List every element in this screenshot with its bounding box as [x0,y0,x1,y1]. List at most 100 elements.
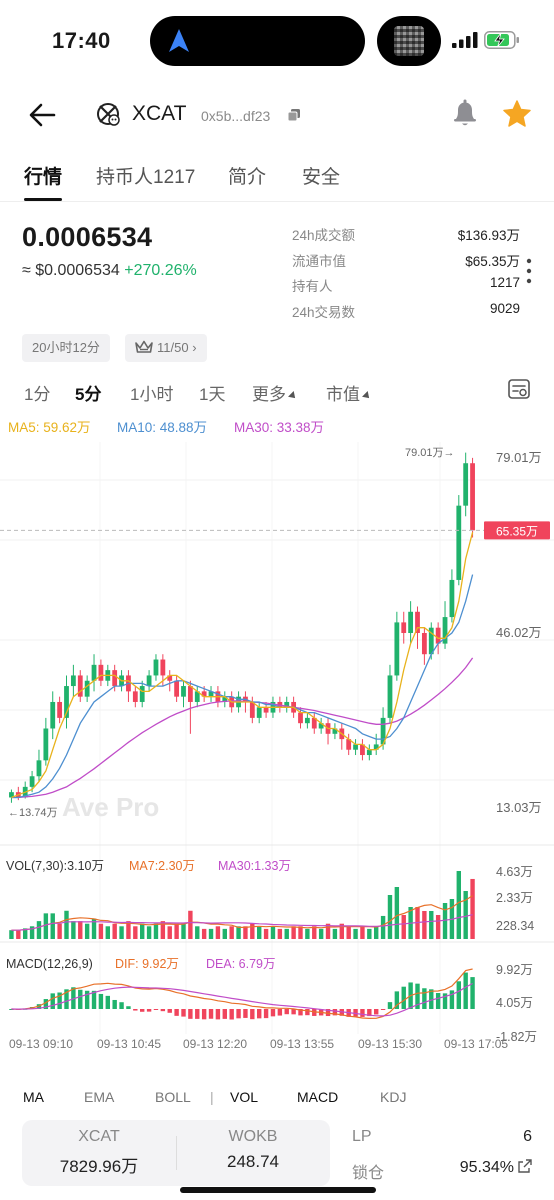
indicator-boll[interactable]: BOLL [155,1089,191,1105]
indicator-vol[interactable]: VOL [230,1089,259,1105]
macd-histogram-bar [367,1009,372,1017]
pair-token-b-name: WOKB [228,1128,278,1145]
volume-bar [16,930,21,939]
candle-body [435,627,441,644]
price-axis-label: 79.01万 [496,450,542,465]
macd-histogram-bar [146,1009,152,1012]
candlestick-chart[interactable]: Ave Pro 65.35万 79.01万 46.02万 13.03万 79.01万→ ←1… [0,424,554,1054]
crown-icon [135,340,153,353]
macd-dif-line [11,968,473,1020]
stat-label: 持有人 [292,279,333,294]
macd-histogram-bar [43,999,49,1009]
macd-histogram-bar [243,1009,248,1018]
price-main: 0.0006534 [22,222,153,252]
back-arrow-icon[interactable] [28,102,56,128]
candle-body [91,664,97,681]
candle-body [139,686,145,702]
lock-row[interactable]: 锁仓 95.34% [352,1159,532,1190]
ma10-line [11,574,474,799]
current-value-label: 65.35万 [496,524,538,538]
candle-body [36,760,42,777]
copy-icon[interactable] [287,108,301,122]
candle-body [9,792,14,798]
external-link-icon[interactable] [518,1159,532,1173]
volume-bar [263,928,269,939]
candle-body [194,691,200,702]
time-axis-label: 09-13 17:05 [444,1037,508,1051]
lock-value: 95.34% [459,1159,514,1176]
macd-histogram-bar [78,989,83,1009]
ma30-label: MA30: 33.38万 [234,420,325,435]
indicator-ma[interactable]: MA [23,1089,44,1105]
candle-body [346,739,352,750]
volume-bar [43,913,49,939]
volume-bar [435,915,441,939]
timeframe-more[interactable]: 更多 [252,380,298,405]
volume-axis-label: 4.63万 [496,865,533,879]
timeframe-1h[interactable]: 1小时 [130,385,174,404]
macd-histogram-bar [325,1009,331,1017]
vol-ma7-line [11,895,473,931]
home-indicator [180,1187,376,1193]
indicator-ema[interactable]: EMA [84,1089,115,1105]
volume-axis-label: 228.34 [496,919,534,933]
rank-value: 11/50 [157,340,189,355]
macd-histogram-bar [188,1009,193,1019]
candle-body [449,579,455,618]
bell-alert-icon[interactable] [451,98,479,128]
price-axis-label: 46.02万 [496,625,542,640]
macd-histogram-bar [84,990,90,1009]
rank-pill[interactable]: 11/50 › [125,334,207,362]
tab-holders[interactable]: 持币人1217 [96,167,196,188]
indicator-macd[interactable]: MACD [297,1089,339,1105]
volume-bar [257,926,262,939]
more-vertical-icon[interactable] [526,257,532,285]
macd-histogram-bar [435,993,441,1009]
candle-body [222,696,228,702]
timeframe-1m[interactable]: 1分 [24,385,51,404]
macd-histogram-bar [456,981,461,1009]
volume-bar [36,921,42,939]
macd-legend: MACD(12,26,9) [6,957,93,971]
volume-bar [160,921,166,939]
indicator-kdj[interactable]: KDJ [380,1089,407,1105]
volume-bar [312,926,317,939]
volume-bar [153,923,159,939]
timeframe-5m[interactable]: 5分 [75,385,102,404]
timeframe-1d[interactable]: 1天 [199,385,226,404]
macd-histogram-bar [401,986,406,1009]
macd-histogram-bar [291,1009,296,1015]
candle-body [160,659,166,676]
signal-icon [452,32,478,48]
macd-axis-label: 4.05万 [496,996,533,1010]
time-axis-label: 09-13 12:20 [183,1037,247,1051]
candle-body [284,701,290,708]
macd-dea-label: DEA: 6.79万 [206,957,275,971]
volume-bar [250,923,255,939]
favorite-star-icon[interactable] [502,99,532,129]
tab-market[interactable]: 行情 [24,167,63,188]
ma10-label: MA10: 48.88万 [117,420,208,435]
pair-token-b: WOKB 248.74 [178,1128,328,1172]
chart-mode-marketcap[interactable]: 市值 [326,380,372,405]
volume-bar [208,928,214,939]
price-usd: ≈ $0.0006534 +270.26% [22,262,197,280]
volume-bar [394,887,400,939]
chart-settings-icon[interactable] [508,378,530,400]
candle-body [132,691,138,702]
macd-dif-label: DIF: 9.92万 [115,957,179,971]
volume-bar [243,926,248,939]
token-address[interactable]: 0x5b...df23 [201,108,271,124]
volume-bar [374,926,379,939]
macd-histogram-bar [387,1002,393,1009]
timeframe-selector: 1分 5分 1小时 1天 更多 市值 [0,378,554,404]
tab-security[interactable]: 安全 [302,167,341,188]
vol-ma7-label: MA7:2.30万 [129,859,195,873]
volume-bar [133,926,138,939]
stat-row: 24h交易数 9029 [292,301,520,327]
volume-bar [71,921,76,939]
tab-intro[interactable]: 简介 [228,167,267,188]
macd-histogram-bar [284,1009,289,1015]
volume-bar [23,928,28,939]
volume-bar [195,926,200,939]
